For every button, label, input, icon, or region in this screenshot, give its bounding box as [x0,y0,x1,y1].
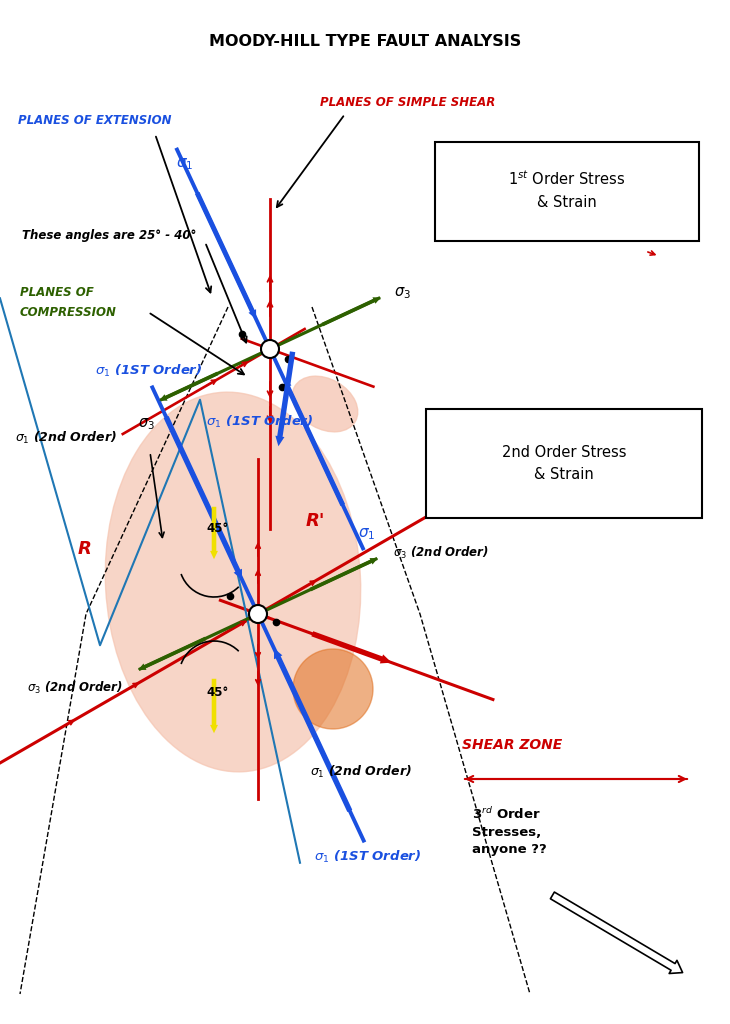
Text: $\sigma_{3}$ (2nd Order): $\sigma_{3}$ (2nd Order) [393,545,489,561]
Text: $\sigma_1$ (2nd Order): $\sigma_1$ (2nd Order) [15,430,117,446]
FancyBboxPatch shape [426,409,702,518]
Circle shape [249,605,267,623]
Text: $\sigma_1$ (1ST Order): $\sigma_1$ (1ST Order) [314,849,421,865]
Text: 2nd Order Stress
& Strain: 2nd Order Stress & Strain [502,444,626,482]
Text: 3$^{rd}$ Order
Stresses,
anyone ??: 3$^{rd}$ Order Stresses, anyone ?? [472,806,547,856]
Ellipse shape [292,376,358,432]
Text: R: R [78,540,92,558]
Text: $\sigma_1$: $\sigma_1$ [176,156,193,172]
Text: $\sigma_3$: $\sigma_3$ [138,417,155,432]
FancyBboxPatch shape [435,142,699,241]
Text: PLANES OF: PLANES OF [20,286,93,299]
Text: These angles are 25° - 40°: These angles are 25° - 40° [22,229,196,242]
Text: COMPRESSION: COMPRESSION [20,306,117,319]
Text: $\sigma_{3}$ (2nd Order): $\sigma_{3}$ (2nd Order) [27,680,123,696]
Text: 45°: 45° [206,686,228,699]
Text: R': R' [306,512,326,530]
Circle shape [261,340,279,358]
Text: $\sigma_1$ (1ST Order): $\sigma_1$ (1ST Order) [207,414,314,430]
Ellipse shape [105,392,361,772]
Text: 45°: 45° [206,522,228,535]
Text: MOODY-HILL TYPE FAULT ANALYSIS: MOODY-HILL TYPE FAULT ANALYSIS [209,34,521,49]
Text: $\sigma_1$ (2nd Order): $\sigma_1$ (2nd Order) [310,764,412,780]
Circle shape [293,649,373,729]
Text: $\sigma_1$: $\sigma_1$ [358,526,376,542]
Text: PLANES OF SIMPLE SHEAR: PLANES OF SIMPLE SHEAR [320,96,495,109]
Text: 1$^{st}$ Order Stress
& Strain: 1$^{st}$ Order Stress & Strain [509,169,626,210]
Text: $\sigma_1$ (1ST Order): $\sigma_1$ (1ST Order) [94,364,202,379]
Text: SHEAR ZONE: SHEAR ZONE [462,738,562,752]
Text: PLANES OF EXTENSION: PLANES OF EXTENSION [18,114,172,127]
Text: $\sigma_3$: $\sigma_3$ [393,286,410,301]
